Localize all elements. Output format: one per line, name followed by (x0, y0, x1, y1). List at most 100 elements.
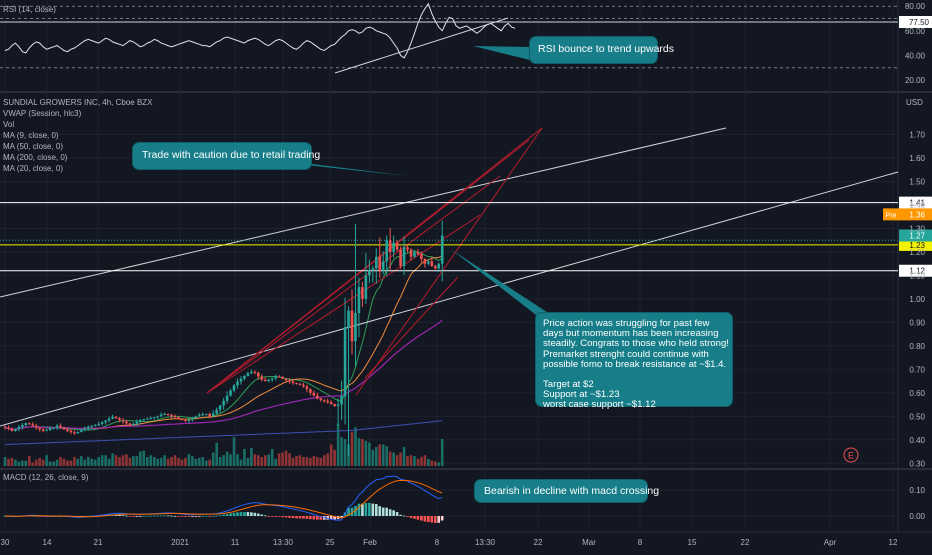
analysis-line-worst-case: worst case support ~$1.12 (543, 399, 656, 411)
macd-histogram-bar (427, 516, 430, 523)
macd-histogram-bar (204, 515, 208, 517)
macd-histogram-bar (409, 516, 413, 519)
indicator-ma200[interactable]: MA (200, close, 0) (3, 153, 68, 162)
indicator-vol[interactable]: Vol (3, 120, 15, 129)
volume-bar (336, 423, 340, 466)
candle-body (86, 426, 90, 429)
candle-body (336, 404, 340, 407)
price-tick-label: 0.80 (909, 342, 925, 351)
volume-bar (97, 457, 100, 466)
analysis-callout-pointer (452, 250, 556, 318)
indicator-ma50[interactable]: MA (50, close, 0) (3, 142, 64, 151)
price-level-badge (899, 264, 932, 277)
volume-bar (329, 444, 333, 466)
candle-body (198, 414, 201, 417)
macd-histogram-bar (232, 512, 236, 516)
volume-bar (288, 453, 291, 466)
macd-histogram-bar (187, 516, 191, 517)
earnings-marker-icon[interactable] (843, 447, 859, 463)
indicator-vwap[interactable]: VWAP (Session, hlc3) (3, 109, 82, 118)
volume-bar (361, 439, 364, 466)
volume-bar (191, 456, 194, 466)
macd-callout[interactable]: Bearish in decline with macd crossing (475, 480, 660, 502)
macd-histogram-bar (298, 516, 302, 519)
volume-bar (378, 444, 382, 466)
volume-bar (7, 458, 10, 466)
macd-histogram-bar (440, 516, 444, 521)
volume-bar (80, 456, 83, 466)
candle-body (357, 287, 361, 314)
candle-body (27, 423, 31, 425)
premarket-tag-label: Pre (886, 212, 897, 219)
volume-bar (232, 437, 236, 466)
candle-body (402, 247, 406, 267)
price-tick-label: 0.30 (909, 459, 925, 468)
candle-body (312, 392, 316, 396)
macd-histogram-bar (263, 515, 267, 517)
macd-pane-title[interactable]: MACD (12, 26, close, 9) (3, 473, 89, 482)
macd-histogram-bar (184, 516, 187, 517)
candle-body (385, 240, 388, 262)
volume-bar (52, 461, 55, 466)
red-fan-line (206, 139, 530, 394)
macd-histogram-bar (302, 516, 305, 519)
candle-body (388, 240, 392, 252)
macd-histogram-bar (38, 516, 41, 517)
indicator-ma9[interactable]: MA (9, close, 0) (3, 131, 59, 140)
macd-histogram-bar (402, 515, 406, 517)
candle-body (427, 261, 430, 264)
candle-body (135, 421, 139, 424)
analysis-callout[interactable]: Price action was struggling for past few… (536, 313, 732, 410)
candle-body (253, 371, 257, 373)
volume-bar (423, 455, 427, 466)
price-tick-label: 0.90 (909, 318, 925, 327)
volume-bar (236, 454, 239, 466)
volume-bar (156, 458, 159, 466)
macd-histogram-bar (378, 506, 382, 516)
volume-bar (368, 442, 371, 466)
rsi-pane-title[interactable]: RSI (14, close) (3, 5, 56, 14)
volume-bar (430, 460, 434, 466)
macd-histogram-bar (354, 506, 357, 516)
candle-body (14, 429, 17, 431)
macd-histogram-bar (156, 515, 159, 517)
candle-body (3, 426, 7, 428)
symbol-title[interactable]: SUNDIAL GROWERS INC, 4h, Cboe BZX (3, 98, 153, 107)
candle-body (66, 429, 69, 431)
macd-callout-text: Bearish in decline with macd crossing (484, 485, 660, 497)
candle-body (236, 381, 239, 386)
volume-bar (420, 457, 423, 466)
rsi-level-badge-label: 77.50 (909, 18, 930, 27)
volume-bar (295, 456, 298, 466)
candle-body (145, 418, 149, 420)
price-level-badge (899, 196, 932, 209)
volume-bar (180, 459, 184, 466)
macd-histogram-bar (381, 507, 385, 516)
macd-histogram-bar (125, 515, 128, 517)
ma9-line (4, 250, 443, 431)
macd-histogram-bar (166, 515, 170, 517)
rsi-callout[interactable]: RSI bounce to trend upwards (530, 37, 674, 63)
candle-body (281, 376, 284, 379)
volume-bar (107, 458, 111, 466)
caution-callout[interactable]: Trade with caution due to retail trading (133, 143, 320, 169)
candle-body (295, 382, 298, 384)
candle-body (149, 417, 153, 419)
macd-histogram-bar (361, 503, 364, 516)
candle-body (139, 420, 142, 422)
volume-bar (263, 455, 267, 466)
price-level-badge-label: 1.41 (909, 199, 925, 208)
candle-body (395, 242, 399, 250)
candle-body (208, 413, 212, 417)
volume-bar (354, 427, 357, 466)
time-tick-label: 12 (889, 538, 898, 547)
time-tick-label: 13:30 (273, 538, 294, 547)
volume-bar (166, 458, 170, 466)
volume-bar (187, 454, 191, 466)
volume-bar (309, 457, 312, 466)
macd-histogram-bar (163, 515, 166, 517)
indicator-ma20[interactable]: MA (20, close, 0) (3, 164, 64, 173)
macd-histogram-bar (114, 514, 118, 516)
analysis-line-5: possible fomo to break resistance at ~$1… (543, 358, 727, 370)
macd-histogram-bar (305, 516, 309, 519)
